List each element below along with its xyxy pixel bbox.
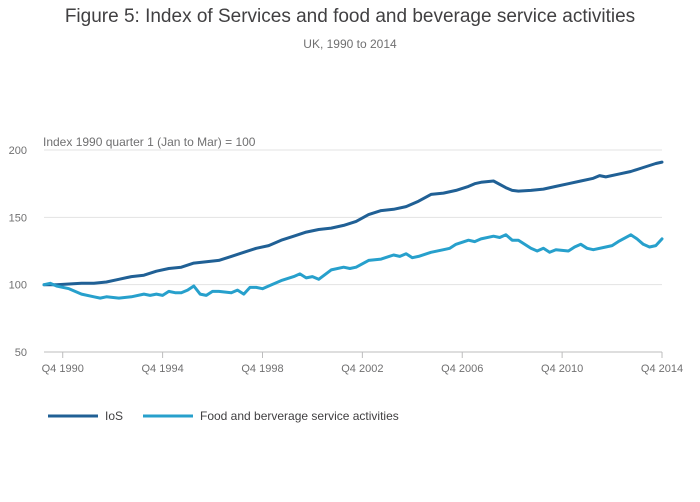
y-tick-label: 100: [9, 280, 27, 292]
y-axis-ticks: 50 100 150 200: [9, 145, 27, 359]
series-line-1: [42, 233, 664, 300]
chart-subtitle: UK, 1990 to 2014: [303, 37, 397, 51]
y-axis-label: Index 1990 quarter 1 (Jan to Mar) = 100: [43, 135, 256, 149]
gridlines: [44, 149, 662, 353]
y-tick-label: 50: [15, 347, 27, 359]
legend-item-0[interactable]: IoS: [48, 409, 123, 423]
series-line-0: [42, 160, 664, 287]
x-tick-label: Q4 2010: [541, 363, 583, 375]
chart-title: Figure 5: Index of Services and food and…: [64, 6, 636, 27]
x-tick-label: Q4 2002: [341, 363, 383, 375]
x-tick-label: Q4 1990: [42, 363, 84, 375]
x-tick-label: Q4 2014: [641, 363, 683, 375]
legend-item-1[interactable]: Food and berverage service activities: [143, 409, 399, 423]
x-axis-ticks: Q4 1990 Q4 1994 Q4 1998 Q4 2002 Q4 2006 Q4 20…: [42, 352, 683, 375]
x-tick-label: Q4 2006: [441, 363, 483, 375]
x-tick-label: Q4 1998: [241, 363, 283, 375]
series-lines: [42, 160, 664, 300]
legend-label: Food and berverage service activities: [200, 409, 399, 423]
y-tick-label: 200: [9, 145, 27, 157]
x-tick-label: Q4 1994: [142, 363, 184, 375]
legend[interactable]: IoS Food and berverage service activities: [48, 409, 399, 423]
y-tick-label: 150: [9, 212, 27, 224]
legend-label: IoS: [105, 409, 123, 423]
